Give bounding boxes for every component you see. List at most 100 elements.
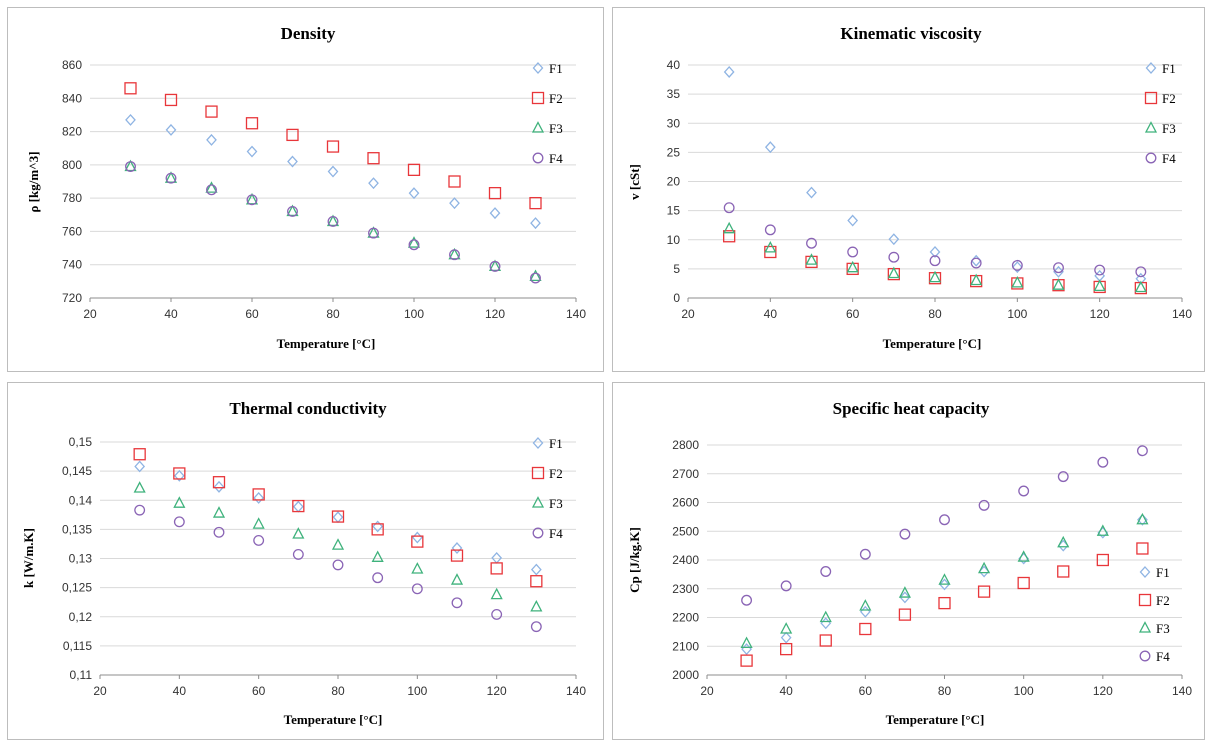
legend-marker-f3 bbox=[1144, 121, 1158, 133]
data-point-f1 bbox=[134, 460, 146, 473]
data-point-f2 bbox=[286, 128, 299, 142]
data-point-f3 bbox=[367, 226, 380, 238]
thermal-conductivity-chart: Thermal conductivity 0,11 0,115 0,12 0,125 0,… bbox=[21, 399, 586, 727]
data-point-f2 bbox=[371, 523, 384, 536]
data-point-f4 bbox=[134, 504, 146, 516]
data-point-f3 bbox=[292, 527, 305, 539]
data-point-f4 bbox=[859, 548, 871, 560]
data-point-f3 bbox=[133, 481, 146, 493]
data-point-f2 bbox=[331, 510, 345, 523]
data-point-f4 bbox=[1018, 485, 1030, 497]
data-point-f1 bbox=[764, 141, 776, 154]
series-f3 bbox=[723, 221, 1147, 293]
y-tick-label: 0,11 bbox=[70, 668, 93, 682]
data-point-f2 bbox=[367, 152, 380, 165]
data-point-f3 bbox=[407, 236, 421, 248]
data-point-f3 bbox=[1093, 279, 1106, 292]
y-tick-label: 0,12 bbox=[69, 610, 93, 624]
data-point-f4 bbox=[287, 206, 298, 217]
data-point-f1 bbox=[741, 643, 752, 656]
data-point-f4 bbox=[741, 594, 753, 606]
data-point-f3 bbox=[490, 587, 503, 600]
data-point-f1 bbox=[806, 186, 817, 199]
data-point-f3 bbox=[164, 171, 178, 183]
data-point-f2 bbox=[977, 585, 991, 598]
data-point-f1 bbox=[1137, 513, 1148, 526]
legend-label-f4: F4 bbox=[549, 526, 563, 541]
x-tick-label: 140 bbox=[1172, 307, 1192, 321]
data-point-f2 bbox=[898, 608, 912, 621]
x-tick-label: 120 bbox=[487, 684, 507, 698]
legend-marker-f4 bbox=[532, 152, 544, 164]
series-f3 bbox=[124, 159, 542, 282]
legend-marker-f3 bbox=[1138, 621, 1152, 633]
data-point-f3 bbox=[212, 506, 226, 518]
data-point-f4 bbox=[1094, 264, 1106, 276]
x-tick-label: 20 bbox=[93, 684, 107, 698]
data-point-f2 bbox=[1057, 565, 1070, 578]
data-point-f3 bbox=[1011, 275, 1024, 288]
data-point-f4 bbox=[451, 597, 463, 609]
data-point-f1 bbox=[939, 578, 950, 591]
y-tick-label: 2100 bbox=[672, 639, 699, 653]
data-point-f3 bbox=[1057, 535, 1070, 548]
data-point-f1 bbox=[327, 165, 339, 178]
y-tick-label: 740 bbox=[62, 258, 82, 272]
data-point-f2 bbox=[212, 476, 226, 489]
data-point-f1 bbox=[1094, 269, 1106, 282]
x-tick-label: 80 bbox=[331, 684, 345, 698]
data-point-f2 bbox=[1017, 576, 1030, 590]
data-point-f1 bbox=[530, 217, 541, 230]
data-point-f1 bbox=[253, 491, 265, 504]
series-f2 bbox=[124, 82, 542, 210]
x-tick-label: 140 bbox=[566, 307, 586, 321]
legend-label-f1: F1 bbox=[1162, 61, 1176, 76]
data-point-f4 bbox=[449, 249, 460, 261]
data-point-f3 bbox=[529, 269, 542, 282]
x-tick-label: 140 bbox=[1172, 684, 1192, 698]
y-tick-label: 2800 bbox=[672, 438, 699, 452]
series-f4 bbox=[741, 445, 1148, 606]
y-tick-label: 0,125 bbox=[62, 581, 92, 595]
data-point-f3 bbox=[723, 221, 736, 234]
y-axis-title: ρ [kg/m^3] bbox=[26, 151, 41, 212]
data-point-f4 bbox=[1053, 262, 1064, 274]
data-point-f1 bbox=[408, 187, 420, 200]
data-point-f1 bbox=[213, 480, 225, 493]
legend-label-f3: F3 bbox=[549, 496, 563, 511]
y-tick-label: 0 bbox=[673, 291, 680, 305]
data-point-f4 bbox=[368, 227, 379, 239]
data-point-f3 bbox=[846, 260, 859, 273]
legend-label-f3: F3 bbox=[1156, 621, 1170, 636]
data-point-f2 bbox=[723, 230, 736, 243]
y-tick-label: 720 bbox=[62, 291, 82, 305]
x-tick-label: 120 bbox=[1090, 307, 1110, 321]
x-tick-label: 20 bbox=[681, 307, 695, 321]
data-point-f3 bbox=[1134, 280, 1147, 293]
data-point-f4 bbox=[978, 499, 990, 511]
data-point-f3 bbox=[859, 599, 872, 611]
series-f1 bbox=[134, 460, 542, 576]
data-point-f3 bbox=[928, 270, 942, 283]
legend-marker-f3 bbox=[531, 496, 545, 508]
series-f2 bbox=[133, 448, 543, 588]
legend-label-f2: F2 bbox=[549, 466, 563, 481]
legend: F1 F2 F3 F4 bbox=[531, 436, 563, 541]
data-point-f3 bbox=[286, 204, 299, 217]
data-point-f3 bbox=[530, 599, 543, 612]
kinematic-viscosity-chart: Kinematic viscosity 0 5 10 15 20 25 30 35 40 20 40 6… bbox=[627, 24, 1192, 351]
x-axis-title: Temperature [°C] bbox=[284, 712, 383, 727]
x-tick-label: 80 bbox=[928, 307, 942, 321]
legend-marker-f1 bbox=[1139, 566, 1151, 578]
y-tick-label: 780 bbox=[62, 191, 82, 205]
y-tick-label: 2700 bbox=[672, 467, 699, 481]
series-f3 bbox=[133, 481, 543, 612]
legend-label-f2: F2 bbox=[1156, 593, 1170, 608]
series-f4 bbox=[723, 202, 1147, 278]
data-point-f2 bbox=[252, 488, 265, 501]
data-point-f2 bbox=[488, 186, 502, 200]
data-point-f4 bbox=[489, 260, 501, 272]
x-tick-label: 40 bbox=[779, 684, 793, 698]
y-tick-label: 860 bbox=[62, 58, 82, 72]
y-tick-label: 20 bbox=[667, 175, 681, 189]
